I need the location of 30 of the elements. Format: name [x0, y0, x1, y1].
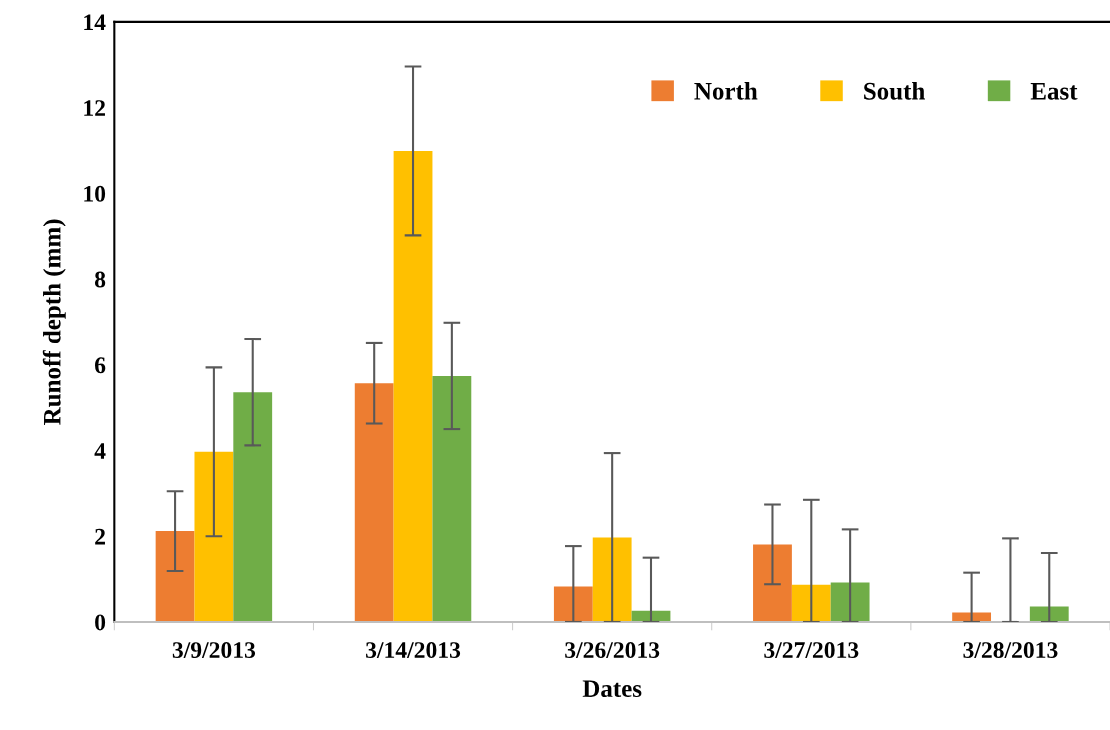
x-tick-label: 3/26/2013 [565, 642, 660, 659]
legend-label: South [864, 82, 925, 100]
legend-label: East [1030, 83, 1078, 100]
y-tick-label: 8 [94, 271, 106, 288]
bar [155, 531, 195, 622]
bar [830, 582, 870, 622]
x-tick-label: 3/28/2013 [963, 642, 1058, 659]
x-tick-label: 3/14/2013 [366, 642, 461, 659]
x-tick-label: 3/9/2013 [172, 642, 256, 659]
bar [393, 150, 433, 622]
y-tick-label: 6 [95, 357, 106, 374]
x-axis-title: Dates [582, 680, 642, 698]
legend-label: North [694, 82, 758, 100]
bar [432, 375, 472, 622]
y-tick-label: 14 [84, 14, 106, 31]
y-axis-title: Runoff depth (mm) [42, 219, 66, 425]
bar [233, 392, 273, 622]
bar [791, 584, 831, 622]
y-tick-label: 0 [95, 614, 106, 631]
bar [1029, 606, 1069, 622]
bar [194, 451, 234, 622]
bar [592, 537, 632, 622]
bar [753, 544, 792, 622]
y-tick-label: 10 [84, 185, 106, 202]
y-tick-label: 2 [95, 528, 105, 545]
y-tick-label: 12 [84, 100, 105, 116]
bar [354, 383, 394, 622]
y-tick-label: 4 [94, 443, 106, 459]
x-tick-label: 3/27/2013 [764, 642, 859, 659]
bar [553, 586, 593, 622]
